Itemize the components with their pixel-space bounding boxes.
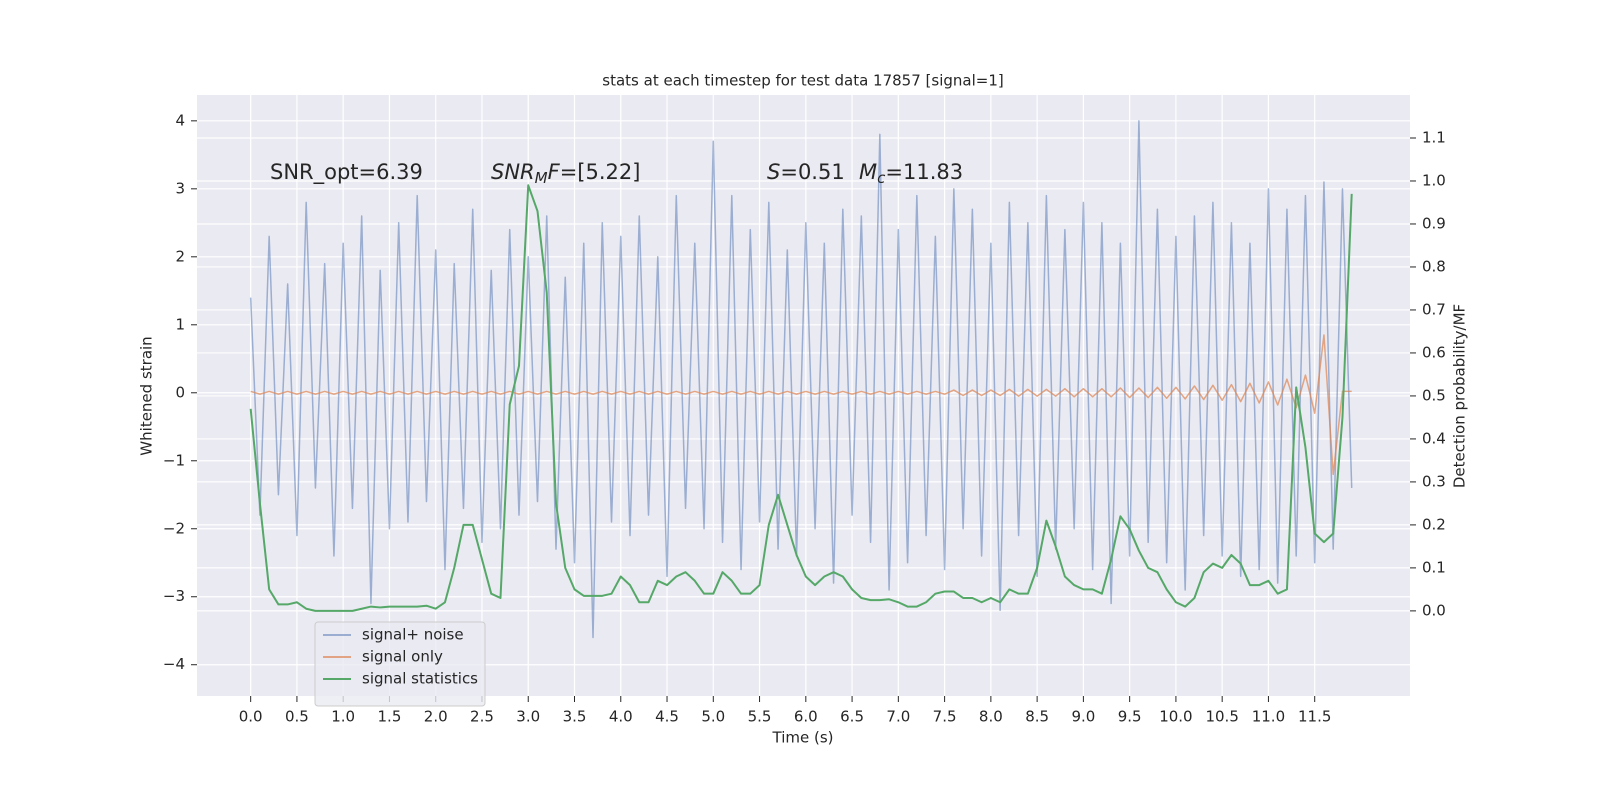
y-tick-label: 2 (175, 247, 185, 265)
y2-tick-label: 0.9 (1422, 214, 1446, 232)
annotation: SNR_opt=6.39 (270, 160, 423, 185)
x-tick-label: 9.5 (1118, 708, 1142, 726)
y2-tick-label: 0.4 (1422, 429, 1446, 447)
y2-tick-label: 0.3 (1422, 472, 1446, 490)
x-tick-label: 7.5 (933, 708, 957, 726)
x-tick-label: 2.5 (470, 708, 494, 726)
y2-tick-label: 0.0 (1422, 601, 1446, 619)
y2-tick-label: 0.8 (1422, 257, 1446, 275)
x-tick-label: 1.0 (331, 708, 355, 726)
x-tick-label: 0.0 (239, 708, 263, 726)
x-tick-label: 8.0 (979, 708, 1003, 726)
y2-tick-label: 1.1 (1422, 128, 1446, 146)
y-tick-label: 3 (175, 179, 185, 197)
y-tick-label: −1 (163, 451, 185, 469)
x-tick-label: 10.0 (1159, 708, 1192, 726)
y2-tick-label: 0.7 (1422, 300, 1446, 318)
y-tick-label: 4 (175, 111, 185, 129)
x-tick-label: 10.5 (1205, 708, 1238, 726)
x-tick-label: 2.0 (424, 708, 448, 726)
x-tick-label: 5.5 (748, 708, 772, 726)
x-tick-label: 0.5 (285, 708, 309, 726)
series-line (249, 184, 1353, 612)
y-tick-label: −2 (163, 519, 185, 537)
x-tick-label: 1.5 (378, 708, 402, 726)
annotation: S=0.51 (767, 160, 845, 184)
y2-tick-label: 0.1 (1422, 558, 1446, 576)
legend-box (314, 621, 486, 707)
legend-label: signal statistics (362, 670, 478, 688)
chart-title: stats at each timestep for test data 178… (602, 72, 1003, 90)
y-tick-label: 1 (175, 315, 185, 333)
annotation-part: =[5.22] (560, 160, 641, 184)
annotation-part: =0.51 (780, 160, 844, 184)
legend-label: signal+ noise (362, 626, 464, 644)
x-tick-label: 8.5 (1025, 708, 1049, 726)
legend-label: signal only (362, 648, 443, 666)
annotation-part: F (548, 160, 561, 184)
x-tick-label: 6.0 (794, 708, 818, 726)
x-tick-label: 7.0 (886, 708, 910, 726)
y-axis-label: Whitened strain (138, 336, 156, 455)
x-tick-label: 4.0 (609, 708, 633, 726)
annotation-part: S (767, 160, 780, 184)
y-tick-label: 0 (175, 383, 185, 401)
x-axis-label: Time (s) (772, 729, 834, 747)
x-tick-label: 9.0 (1071, 708, 1095, 726)
x-tick-label: 11.0 (1252, 708, 1285, 726)
annotation-part: SNR_opt=6.39 (270, 160, 423, 185)
annotation-part: =11.83 (885, 160, 963, 184)
series-line (249, 120, 1353, 639)
y2-tick-label: 0.5 (1422, 386, 1446, 404)
y2-tick-label: 1.0 (1422, 171, 1446, 189)
y2-tick-label: 0.2 (1422, 515, 1446, 533)
x-tick-label: 4.5 (655, 708, 679, 726)
series-line (250, 334, 1352, 476)
x-tick-label: 3.0 (516, 708, 540, 726)
annotation-part: SNR (491, 160, 535, 184)
x-tick-label: 3.5 (563, 708, 587, 726)
x-tick-label: 5.0 (701, 708, 725, 726)
y-tick-label: −3 (163, 587, 185, 605)
annotation: Mc=11.83 (859, 160, 963, 187)
y2-tick-label: 0.6 (1422, 343, 1446, 361)
annotation-part: c (877, 169, 886, 187)
x-tick-label: 6.5 (840, 708, 864, 726)
annotation: SNRMF=[5.22] (491, 160, 640, 187)
y-tick-label: −4 (163, 655, 185, 673)
annotation-part: M (859, 160, 877, 184)
y2-axis-label: Detection probability/MF (1451, 304, 1469, 488)
annotation-part: M (535, 169, 548, 187)
x-tick-label: 11.5 (1298, 708, 1331, 726)
